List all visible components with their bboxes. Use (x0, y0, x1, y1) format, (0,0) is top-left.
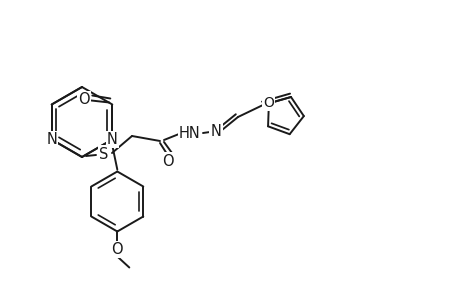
Text: HN: HN (179, 125, 201, 140)
Text: O: O (263, 96, 274, 110)
Text: N: N (46, 132, 57, 147)
Text: S: S (99, 146, 108, 161)
Text: N: N (210, 124, 221, 139)
Text: N: N (106, 132, 118, 147)
Text: O: O (78, 92, 90, 107)
Text: O: O (111, 242, 123, 257)
Text: O: O (162, 154, 174, 169)
